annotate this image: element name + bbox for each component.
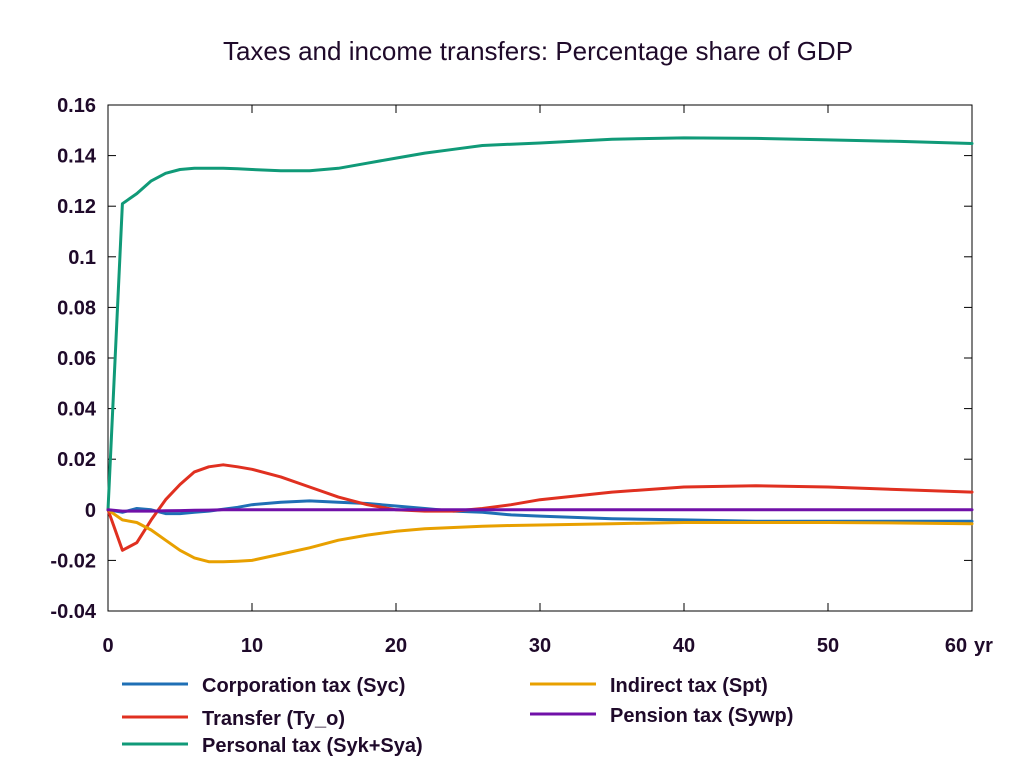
x-tick-label: 20 xyxy=(385,635,407,657)
y-tick-label: 0.16 xyxy=(57,95,96,117)
y-axis: -0.04 -0.02 0 0.02 0.04 0.06 0.08 0.1 0.12 0.14 0.… xyxy=(50,95,972,623)
x-tick-label: 60 xyxy=(945,635,967,657)
y-tick-label: 0.06 xyxy=(57,348,96,370)
legend-label: Corporation tax (Syc) xyxy=(202,675,405,697)
y-tick-label: 0.02 xyxy=(57,449,96,471)
x-axis: 0 10 20 30 40 50 60 yr xyxy=(102,105,993,657)
chart-title: Taxes and income transfers: Percentage s… xyxy=(223,36,853,66)
legend-label: Indirect tax (Spt) xyxy=(610,675,768,697)
legend: Corporation tax (Syc) Indirect tax (Spt) T… xyxy=(122,675,793,757)
legend-label: Pension tax (Sywp) xyxy=(610,705,793,727)
x-tick-label: 10 xyxy=(241,635,263,657)
y-tick-label: 0.14 xyxy=(57,146,97,168)
x-unit-label: yr xyxy=(974,635,993,657)
y-tick-label: -0.04 xyxy=(50,601,96,623)
series-line-3 xyxy=(106,508,974,564)
y-tick-label: 0.04 xyxy=(57,399,97,421)
series-line-2 xyxy=(106,136,974,512)
x-tick-label: 40 xyxy=(673,635,695,657)
series-lines xyxy=(106,136,974,564)
legend-label: Personal tax (Syk+Sya) xyxy=(202,735,423,757)
legend-label: Transfer (Ty_o) xyxy=(202,708,345,730)
plot-area xyxy=(107,104,973,612)
x-tick-label: 30 xyxy=(529,635,551,657)
y-tick-label: 0.12 xyxy=(57,196,96,218)
y-tick-label: 0 xyxy=(85,500,96,522)
series-line-0 xyxy=(106,499,974,523)
y-tick-label: 0.08 xyxy=(57,297,96,319)
series-line-4 xyxy=(106,508,974,513)
x-tick-label: 50 xyxy=(817,635,839,657)
axes-frame xyxy=(107,104,973,612)
x-tick-label: 0 xyxy=(102,635,113,657)
y-tick-label: 0.1 xyxy=(68,247,96,269)
series-line-1 xyxy=(106,463,974,552)
y-tick-label: -0.02 xyxy=(50,550,96,572)
